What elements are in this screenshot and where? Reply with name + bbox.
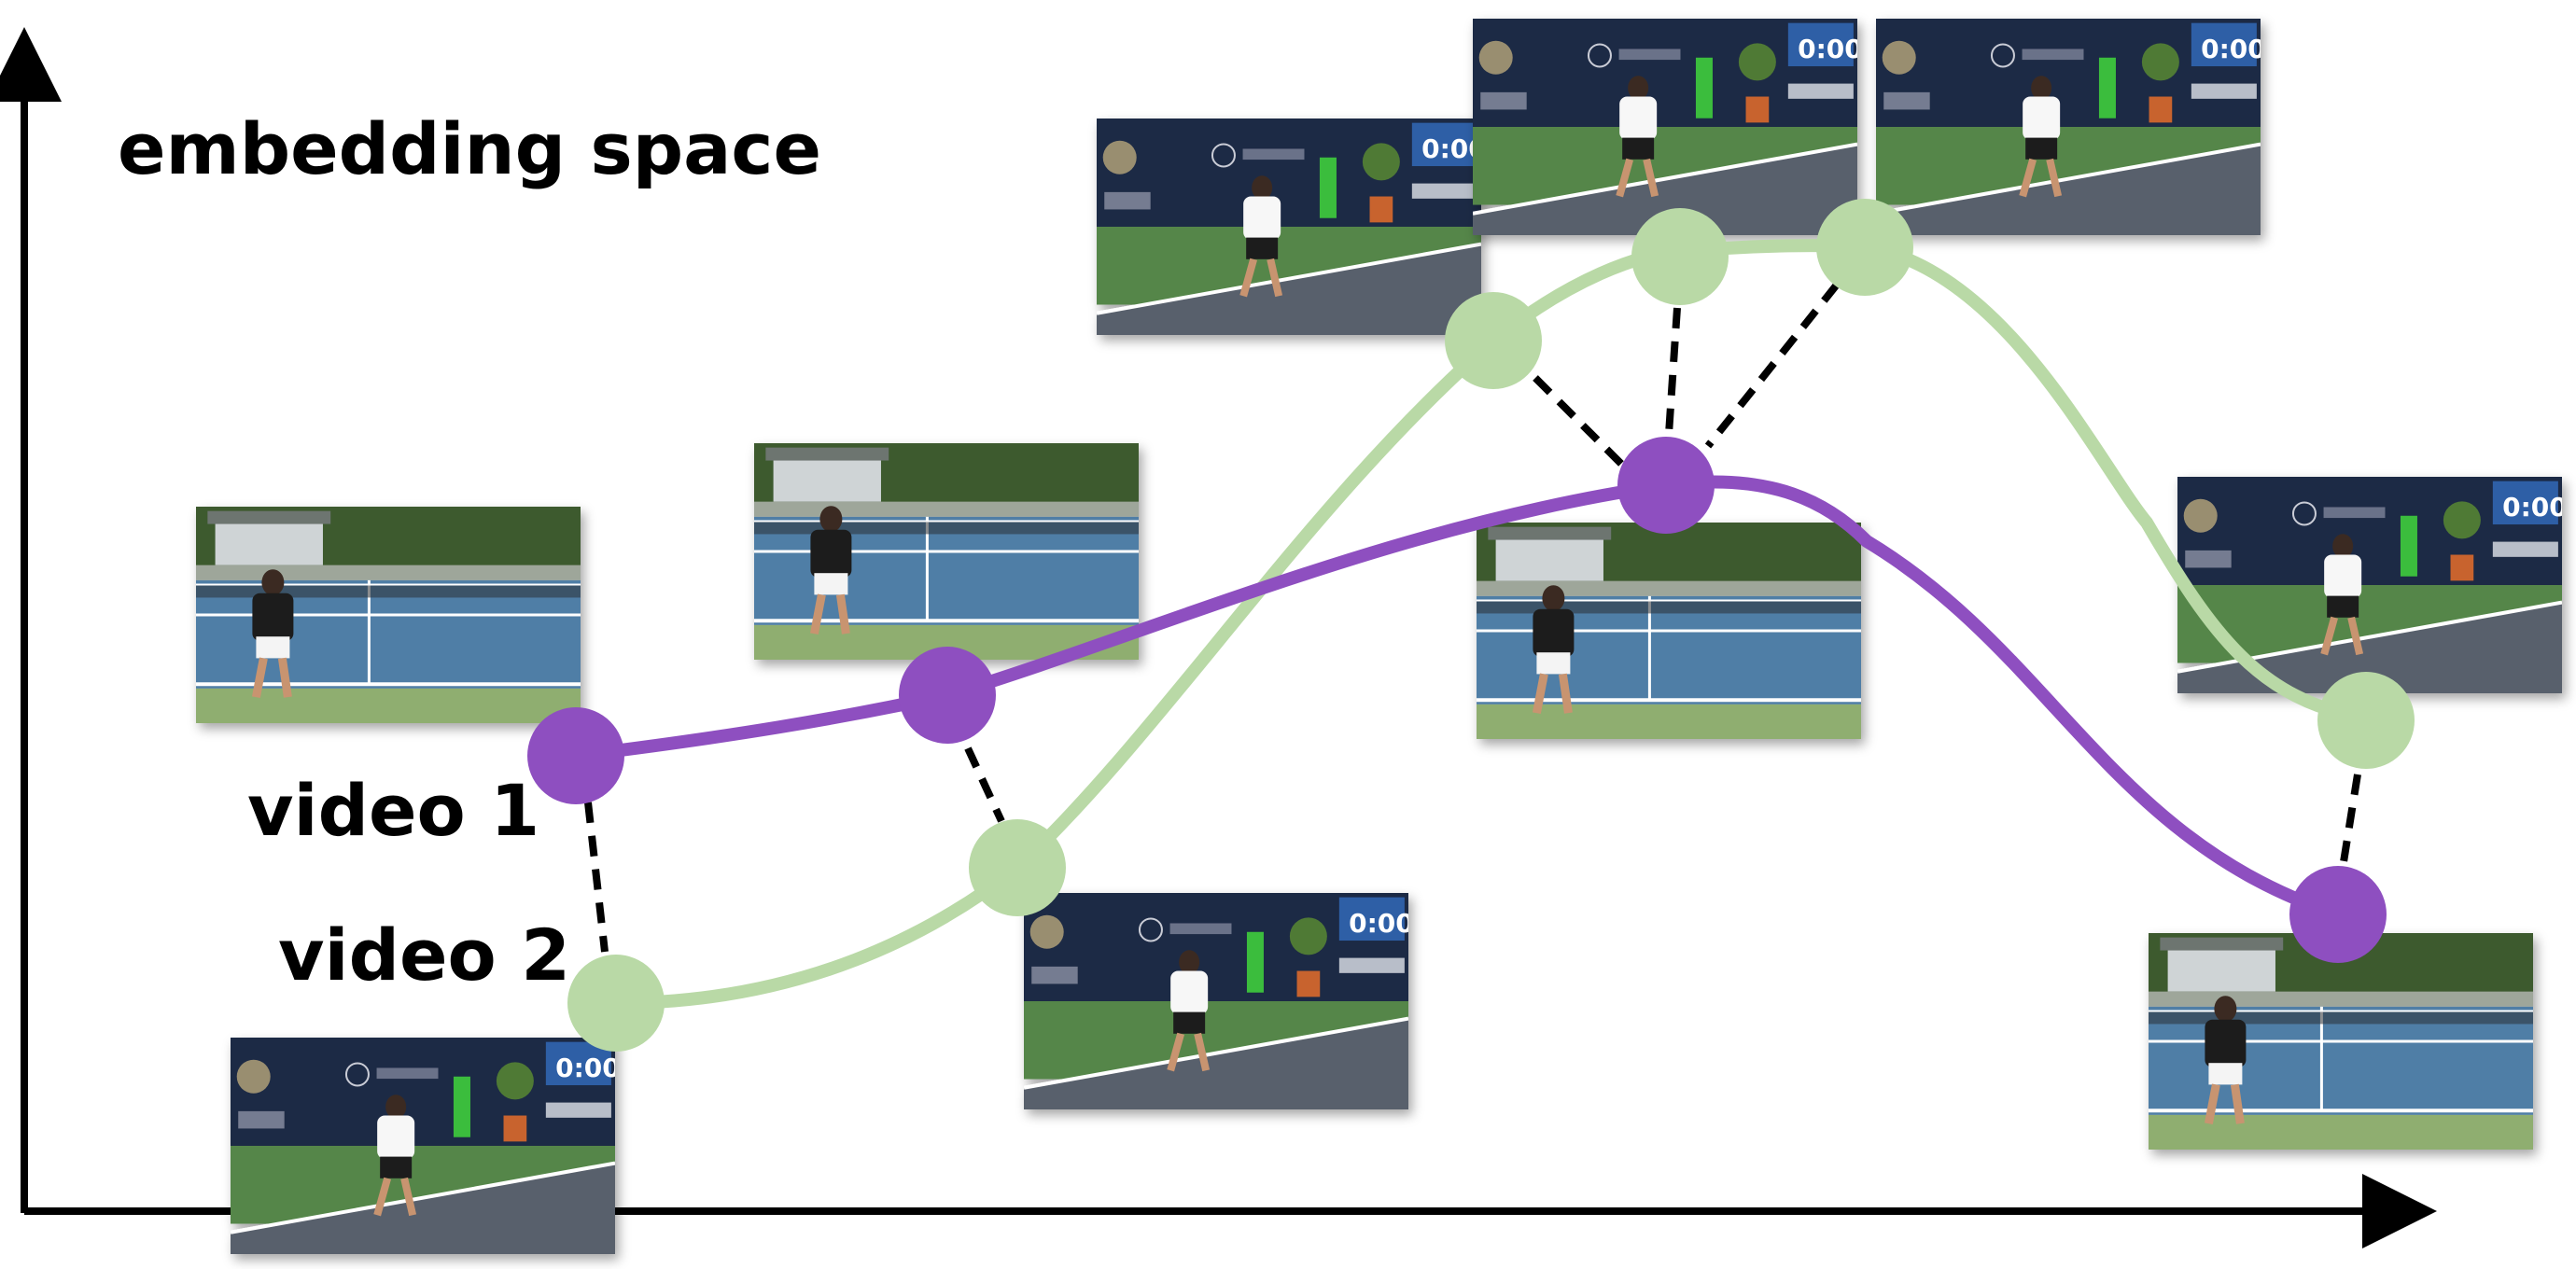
correspondence-line bbox=[964, 746, 1005, 823]
correspondence-line bbox=[1665, 307, 1681, 435]
svg-text:0:00: 0:00 bbox=[555, 1053, 621, 1083]
video-1-label: video 1 bbox=[247, 769, 539, 852]
indoor-tennis-frame: 0:00 bbox=[1473, 19, 1863, 235]
svg-text:0:00: 0:00 bbox=[1798, 34, 1863, 64]
indoor-tennis-frame: 0:00 bbox=[1097, 119, 1487, 335]
correspondence-line bbox=[2339, 774, 2361, 869]
correspondence-line bbox=[1704, 282, 1841, 449]
video-2-nodes bbox=[567, 199, 2415, 1052]
video-2-node bbox=[567, 955, 665, 1052]
video-2-node bbox=[969, 819, 1066, 916]
diagram-title: embedding space bbox=[118, 107, 821, 190]
indoor-tennis-frame: 0:00 bbox=[1876, 19, 2266, 235]
correspondences bbox=[584, 282, 2361, 953]
video-2-node bbox=[1445, 292, 1542, 389]
video-1-trajectory bbox=[569, 475, 2345, 921]
indoor-tennis-frame: 0:00 bbox=[1024, 893, 1414, 1109]
outdoor-tennis-frame bbox=[196, 507, 581, 723]
svg-text:0:00: 0:00 bbox=[2502, 492, 2568, 523]
video-1-node bbox=[527, 707, 624, 804]
correspondence-line bbox=[584, 802, 609, 953]
svg-text:0:00: 0:00 bbox=[2201, 34, 2266, 64]
outdoor-tennis-frame bbox=[754, 443, 1139, 660]
video-2-node bbox=[2317, 672, 2415, 769]
frame-thumbnails: 0:00 0:00 0:00 0:00 0:00 0:00 bbox=[196, 19, 2568, 1254]
svg-text:0:00: 0:00 bbox=[1349, 908, 1414, 939]
outdoor-tennis-frame bbox=[2149, 933, 2533, 1150]
outdoor-tennis-frame bbox=[1477, 523, 1861, 739]
video-1-node bbox=[1617, 437, 1715, 534]
video-1-nodes bbox=[527, 437, 2387, 963]
video-1-node bbox=[899, 647, 996, 744]
indoor-tennis-frame: 0:00 bbox=[2177, 477, 2568, 693]
video-2-label: video 2 bbox=[278, 913, 570, 997]
indoor-tennis-frame: 0:00 bbox=[231, 1038, 621, 1254]
correspondence-line bbox=[1533, 375, 1627, 469]
video-2-node bbox=[1816, 199, 1913, 296]
video-2-node bbox=[1631, 208, 1729, 305]
video-1-node bbox=[2289, 866, 2387, 963]
svg-text:0:00: 0:00 bbox=[1421, 133, 1487, 164]
